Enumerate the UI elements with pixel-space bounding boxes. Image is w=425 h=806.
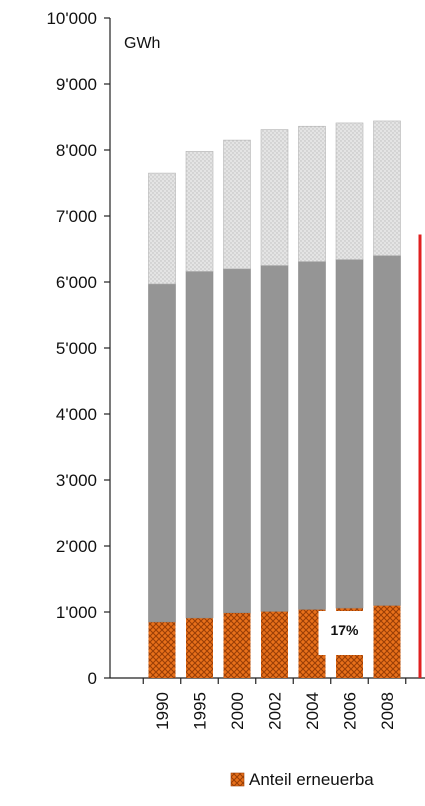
y-tick-label: 8'000 <box>56 141 97 160</box>
bar-top-segment <box>335 122 364 260</box>
x-tick-label: 2004 <box>303 692 322 730</box>
bar-renewable-segment <box>186 617 213 678</box>
y-tick-label: 7'000 <box>56 207 97 226</box>
annotation-box <box>318 611 371 655</box>
bar-top-segment <box>185 151 214 272</box>
x-tick-label: 1990 <box>153 692 172 730</box>
bar-renewable-segment <box>373 605 401 678</box>
bar-top-segment <box>148 172 176 285</box>
bar-middle-segment <box>373 255 401 606</box>
x-tick-label: 1995 <box>191 692 210 730</box>
unit-label: GWh <box>124 35 160 52</box>
bar-renewable-segment <box>223 612 251 678</box>
bar-renewable-segment <box>148 621 176 678</box>
bar-renewable-segment <box>261 611 288 678</box>
y-tick-label: 0 <box>88 669 97 688</box>
annotation-label: 17% <box>330 622 359 638</box>
legend-label: Anteil erneuerba <box>249 770 374 789</box>
bar-middle-segment <box>298 261 326 610</box>
y-tick-label: 5'000 <box>56 339 97 358</box>
x-tick-label: 2006 <box>341 692 360 730</box>
y-tick-label: 6'000 <box>56 273 97 292</box>
y-tick-label: 9'000 <box>56 75 97 94</box>
bar-top-segment <box>298 125 326 262</box>
legend-swatch-renewable <box>230 772 245 787</box>
bar-middle-segment <box>185 271 214 619</box>
y-tick-label: 2'000 <box>56 537 97 556</box>
bar-middle-segment <box>148 283 176 623</box>
x-tick-label: 2000 <box>228 692 247 730</box>
y-tick-label: 3'000 <box>56 471 97 490</box>
bar-middle-segment <box>260 265 289 612</box>
y-tick-label: 1'000 <box>56 603 97 622</box>
bar-middle-segment <box>335 259 364 609</box>
x-tick-label: 2008 <box>378 692 397 730</box>
bar-middle-segment <box>223 268 251 613</box>
y-tick-label: 4'000 <box>56 405 97 424</box>
bar-top-segment <box>223 139 251 270</box>
y-tick-label: 10'000 <box>46 9 97 28</box>
bar-top-segment <box>260 129 289 266</box>
x-tick-label: 2002 <box>266 692 285 730</box>
bar-top-segment <box>373 120 401 256</box>
